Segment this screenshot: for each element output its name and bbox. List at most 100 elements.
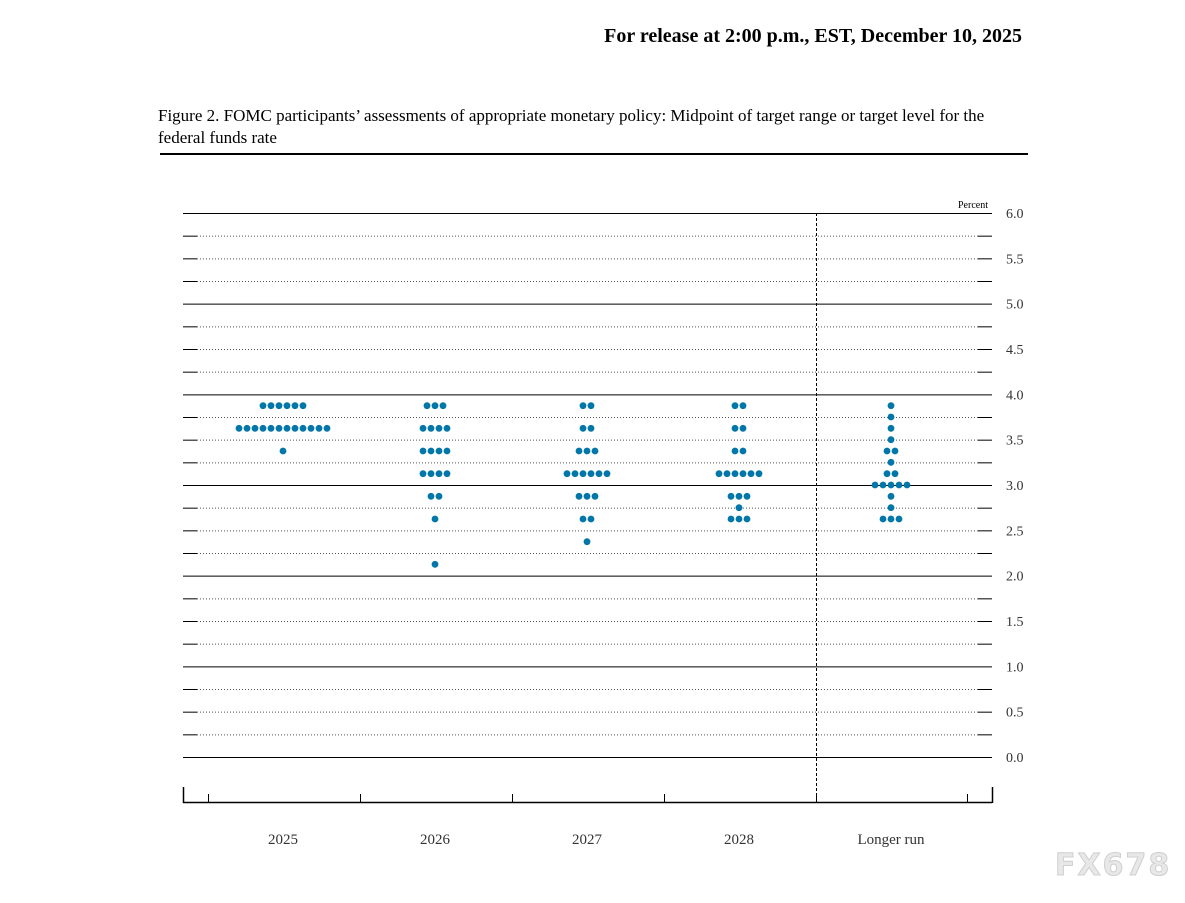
participant-dot [419,447,427,455]
participant-dot [883,470,891,478]
participant-dot [879,481,887,489]
x-tick-label: 2025 [268,832,298,848]
participant-dot [579,470,587,478]
participant-dot [283,424,291,432]
title-rule [160,153,1028,155]
participant-dot [727,515,735,523]
participant-dot [739,402,747,410]
participant-dot [891,447,899,455]
watermark-logo: FX678 [1054,848,1172,884]
participant-dot [267,424,275,432]
participant-dot [727,492,735,500]
participant-dot [583,538,591,546]
participant-dot [755,470,763,478]
y-tick-label: 1.5 [1006,615,1024,630]
participant-dot [307,424,315,432]
participant-dot [443,447,451,455]
participant-dot [431,515,439,523]
unit-label: Percent [958,200,988,211]
y-tick-label: 2.0 [1006,570,1024,585]
participant-dot [735,504,743,512]
participant-dot [887,402,895,410]
participant-dot [579,402,587,410]
participant-dot [443,470,451,478]
participant-dot [419,424,427,432]
participant-dot [583,447,591,455]
x-tick-label: 2027 [572,832,603,848]
participant-dot [259,402,267,410]
participant-dot [587,424,595,432]
participant-dot [563,470,571,478]
participant-dot [259,424,267,432]
participant-dot [715,470,723,478]
participant-dot [579,424,587,432]
participant-dot [439,402,447,410]
participant-dot [891,470,899,478]
participant-dot [887,458,895,466]
y-tick-label: 2.5 [1006,524,1024,539]
participant-dot [887,492,895,500]
participant-dot [243,424,251,432]
y-tick-label: 6.0 [1006,207,1024,222]
participant-dot [427,424,435,432]
participant-dot [723,470,731,478]
y-tick-label: 1.0 [1006,660,1024,675]
participant-dot [431,402,439,410]
participant-dot [747,470,755,478]
participant-dot [427,492,435,500]
participant-dot [903,481,911,489]
participant-dot [315,424,323,432]
participant-dot [283,402,291,410]
participant-dot [895,481,903,489]
participant-dot [575,447,583,455]
participant-dot [251,424,259,432]
participant-dot [435,470,443,478]
participant-dot [279,447,287,455]
participant-dot [895,515,903,523]
y-tick-label: 4.5 [1006,343,1024,358]
participant-dot [587,515,595,523]
release-notice: For release at 2:00 p.m., EST, December … [604,25,1022,47]
participant-dot [739,424,747,432]
figure-title: Figure 2. FOMC participants’ assessments… [158,106,985,147]
participant-dot [887,481,895,489]
participant-dot [887,413,895,421]
participant-dot [299,402,307,410]
participant-dot [887,424,895,432]
participant-dot [419,470,427,478]
participant-dot [739,447,747,455]
participant-dot [275,424,283,432]
participant-dot [743,515,751,523]
participant-dot [435,447,443,455]
participant-dot [871,481,879,489]
x-tick-label: 2026 [420,832,451,848]
participant-dot [731,470,739,478]
y-tick-label: 3.5 [1006,434,1024,449]
y-tick-label: 0.0 [1006,751,1024,766]
participant-dot [883,447,891,455]
participant-dot [879,515,887,523]
participant-dot [427,470,435,478]
participant-dot [739,470,747,478]
participant-dot [431,560,439,568]
y-tick-label: 0.5 [1006,706,1024,721]
participant-dot [435,424,443,432]
participant-dot [575,492,583,500]
participant-dot [427,447,435,455]
participant-dot [583,492,591,500]
participant-dot [435,492,443,500]
participant-dot [571,470,579,478]
participant-dot [591,492,599,500]
participant-dot [731,402,739,410]
participant-dot [323,424,331,432]
y-tick-label: 5.5 [1006,252,1024,267]
participant-dot [291,402,299,410]
participant-dot [731,424,739,432]
participant-dot [235,424,243,432]
participant-dot [423,402,431,410]
participant-dot [595,470,603,478]
y-tick-label: 3.0 [1006,479,1024,494]
participant-dot [735,515,743,523]
participant-dot [743,492,751,500]
